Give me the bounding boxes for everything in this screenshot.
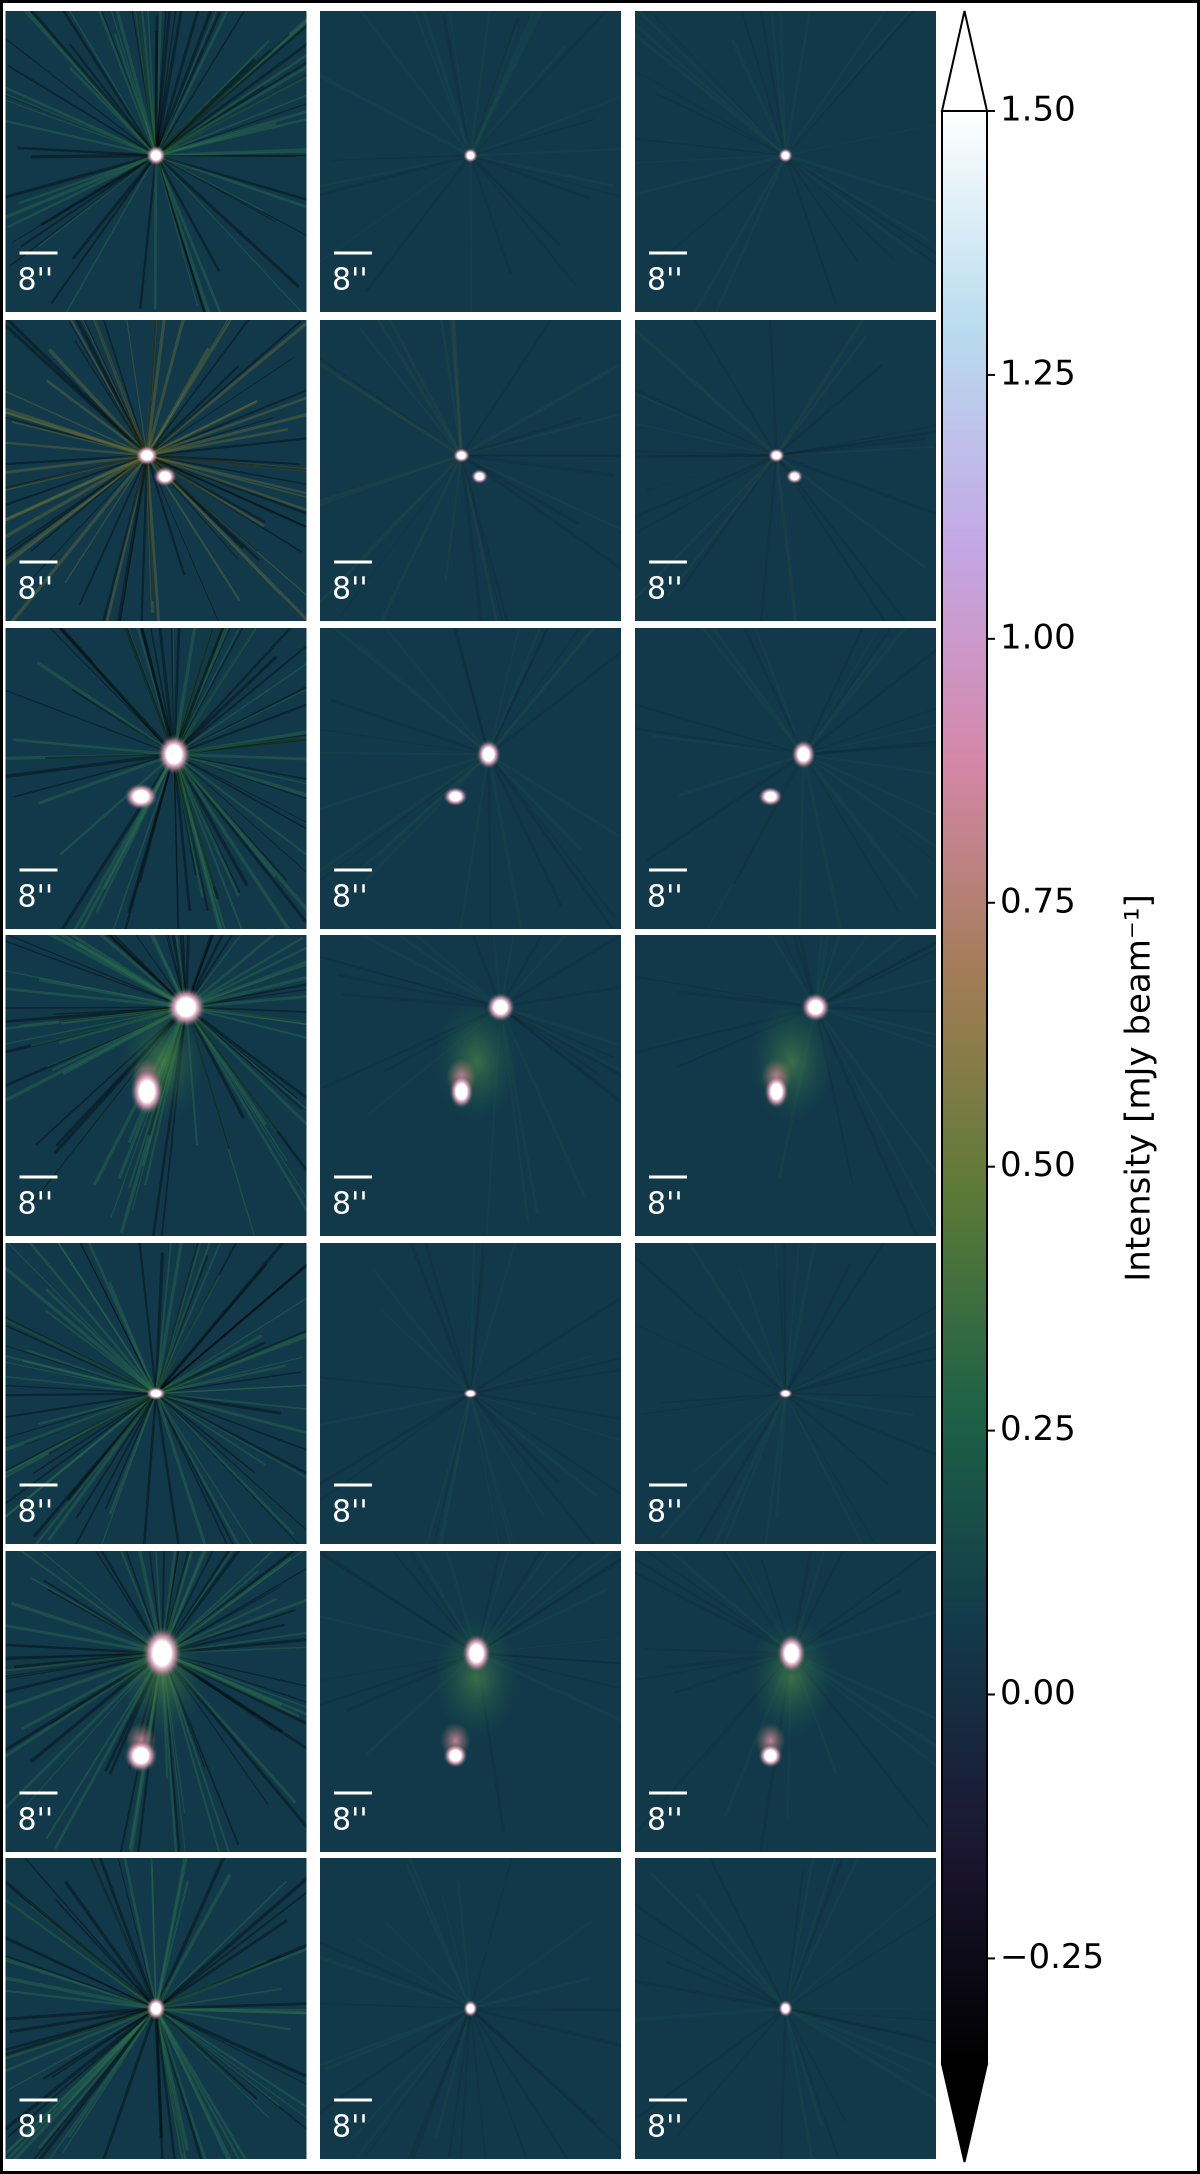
image-panel: 8'' — [320, 1551, 621, 1852]
image-panel: 8'' — [320, 935, 621, 1236]
image-panel: 8'' — [320, 320, 621, 621]
scale-bar-label: 8'' — [332, 572, 368, 607]
image-panel: 8'' — [635, 11, 936, 312]
scale-bar-label: 8'' — [18, 263, 54, 298]
image-panel: 8'' — [5, 1551, 307, 1852]
image-panel: 8'' — [5, 11, 307, 312]
scale-bar-label: 8'' — [647, 1803, 683, 1838]
image-panel: 8'' — [5, 935, 307, 1236]
colorbar-tick-label: 0.50 — [1000, 1145, 1076, 1185]
extend-top — [940, 10, 989, 112]
scale-bar-label: 8'' — [18, 1495, 54, 1530]
scale-bar-label: 8'' — [332, 263, 368, 298]
image-panel: 8'' — [320, 1858, 621, 2159]
panel-background — [635, 628, 936, 929]
scale-bar-label: 8'' — [647, 880, 683, 915]
scale-bar-label: 8'' — [647, 1495, 683, 1530]
panel-background — [320, 320, 621, 621]
image-panel: 8'' — [635, 1243, 936, 1544]
colorbar-tick-label: 0.00 — [1000, 1673, 1076, 1713]
scale-bar-label: 8'' — [647, 2110, 683, 2145]
colorbar-tick-label: −0.25 — [1000, 1937, 1104, 1977]
image-panel: 8'' — [635, 1858, 936, 2159]
image-panel: 8'' — [635, 320, 936, 621]
image-panel: 8'' — [5, 1243, 307, 1544]
image-panel: 8'' — [635, 935, 936, 1236]
scale-bar-label: 8'' — [332, 1187, 368, 1222]
colorbar-tick-label: 1.00 — [1000, 617, 1076, 657]
image-panel: 8'' — [320, 628, 621, 929]
colorbar-tick-label: 0.75 — [1000, 881, 1076, 921]
scale-bar-label: 8'' — [332, 2110, 368, 2145]
image-panel: 8'' — [320, 11, 621, 312]
extend-bottom — [940, 2063, 989, 2163]
colorbar-tick-label: 0.25 — [1000, 1409, 1076, 1449]
scale-bar-label: 8'' — [18, 2110, 54, 2145]
scale-bar-label: 8'' — [18, 572, 54, 607]
panel-background — [320, 628, 621, 929]
colorbar-label: Intensity [mJy beam⁻¹] — [1119, 894, 1159, 1281]
scale-bar-label: 8'' — [18, 1803, 54, 1838]
panel-grid: 8'' 8'' 8'' 8'' 8'' 8'' 8'' 8'' 8'' 8'' 8'' 8'' 8'' 8… — [5, 11, 936, 2159]
scale-bar-label: 8'' — [18, 1187, 54, 1222]
scale-bar-label: 8'' — [332, 1803, 368, 1838]
panel-background — [5, 628, 307, 929]
image-panel: 8'' — [5, 628, 307, 929]
scale-bar-label: 8'' — [647, 1187, 683, 1222]
image-panel: 8'' — [320, 1243, 621, 1544]
colorbar-tick-label: 1.50 — [1000, 90, 1076, 130]
image-panel: 8'' — [635, 628, 936, 929]
image-panel: 8'' — [5, 1858, 307, 2159]
scale-bar-label: 8'' — [647, 263, 683, 298]
image-panel: 8'' — [635, 1551, 936, 1852]
colorbar: −0.25 0.00 0.25 0.50 0.75 1.00 1.25 1.50 — [940, 10, 1104, 2163]
scale-bar-label: 8'' — [332, 1495, 368, 1530]
scale-bar-label: 8'' — [332, 880, 368, 915]
scale-bar-label: 8'' — [18, 880, 54, 915]
scale-bar-label: 8'' — [647, 572, 683, 607]
colorbar-tick-label: 1.25 — [1000, 353, 1076, 393]
image-panel: 8'' — [5, 320, 307, 621]
panel-background — [635, 320, 936, 621]
colorbar-scale — [941, 110, 988, 2065]
